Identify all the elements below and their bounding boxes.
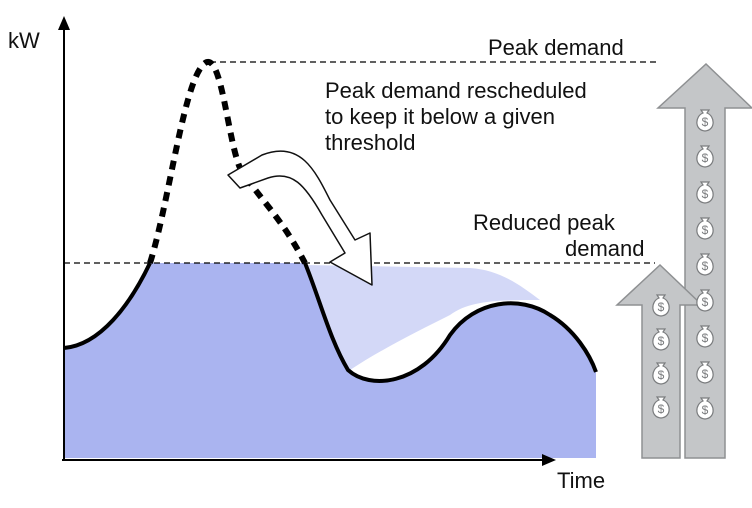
shifted-demand-area: [305, 265, 540, 370]
svg-text:$: $: [658, 300, 665, 314]
svg-text:$: $: [702, 223, 709, 237]
x-axis-label: Time: [557, 468, 606, 493]
svg-text:$: $: [702, 259, 709, 273]
dollar-bag-icon: $: [652, 294, 670, 317]
demand-curve-left: [63, 262, 152, 350]
short-money-arrow: [615, 263, 704, 459]
demand-curve-right: [303, 262, 598, 383]
svg-text:$: $: [658, 334, 665, 348]
x-axis-arrowhead: [542, 454, 556, 466]
dollar-bag-icon: $: [696, 397, 714, 420]
svg-text:$: $: [702, 331, 709, 345]
svg-text:$: $: [702, 115, 709, 129]
dollar-bag-icon: $: [652, 362, 670, 385]
y-axis-arrowhead: [58, 16, 70, 30]
reduced-peak-label-line1: Reduced peak: [473, 210, 615, 235]
dollar-bag-icon: $: [696, 289, 714, 312]
original-peak-curve: [147, 59, 308, 265]
rescheduled-label-line3: threshold: [325, 130, 416, 155]
dollar-bag-icon: $: [652, 328, 670, 351]
svg-text:$: $: [702, 187, 709, 201]
dollar-bag-icon: $: [696, 253, 714, 276]
dollar-bag-icon: $: [696, 145, 714, 168]
peak-demand-label: Peak demand: [488, 35, 624, 60]
reduced-demand-area: [64, 263, 596, 458]
rescheduled-label-line2: to keep it below a given: [325, 104, 555, 129]
svg-text:$: $: [658, 402, 665, 416]
svg-text:$: $: [702, 403, 709, 417]
svg-text:$: $: [658, 368, 665, 382]
svg-text:$: $: [702, 151, 709, 165]
dollar-bag-icon: $: [652, 396, 670, 419]
dollar-bag-icon: $: [696, 217, 714, 240]
reduced-peak-label-line2: demand: [565, 236, 645, 261]
svg-text:$: $: [702, 295, 709, 309]
dollar-bag-icon: $: [696, 109, 714, 132]
rescheduled-label-line1: Peak demand rescheduled: [325, 78, 587, 103]
svg-text:$: $: [702, 367, 709, 381]
dollar-bag-icon: $: [696, 361, 714, 384]
dollar-bag-icon: $: [696, 181, 714, 204]
reschedule-arrow: [227, 150, 373, 286]
dollar-bag-icon: $: [696, 325, 714, 348]
y-axis-label: kW: [8, 28, 40, 53]
